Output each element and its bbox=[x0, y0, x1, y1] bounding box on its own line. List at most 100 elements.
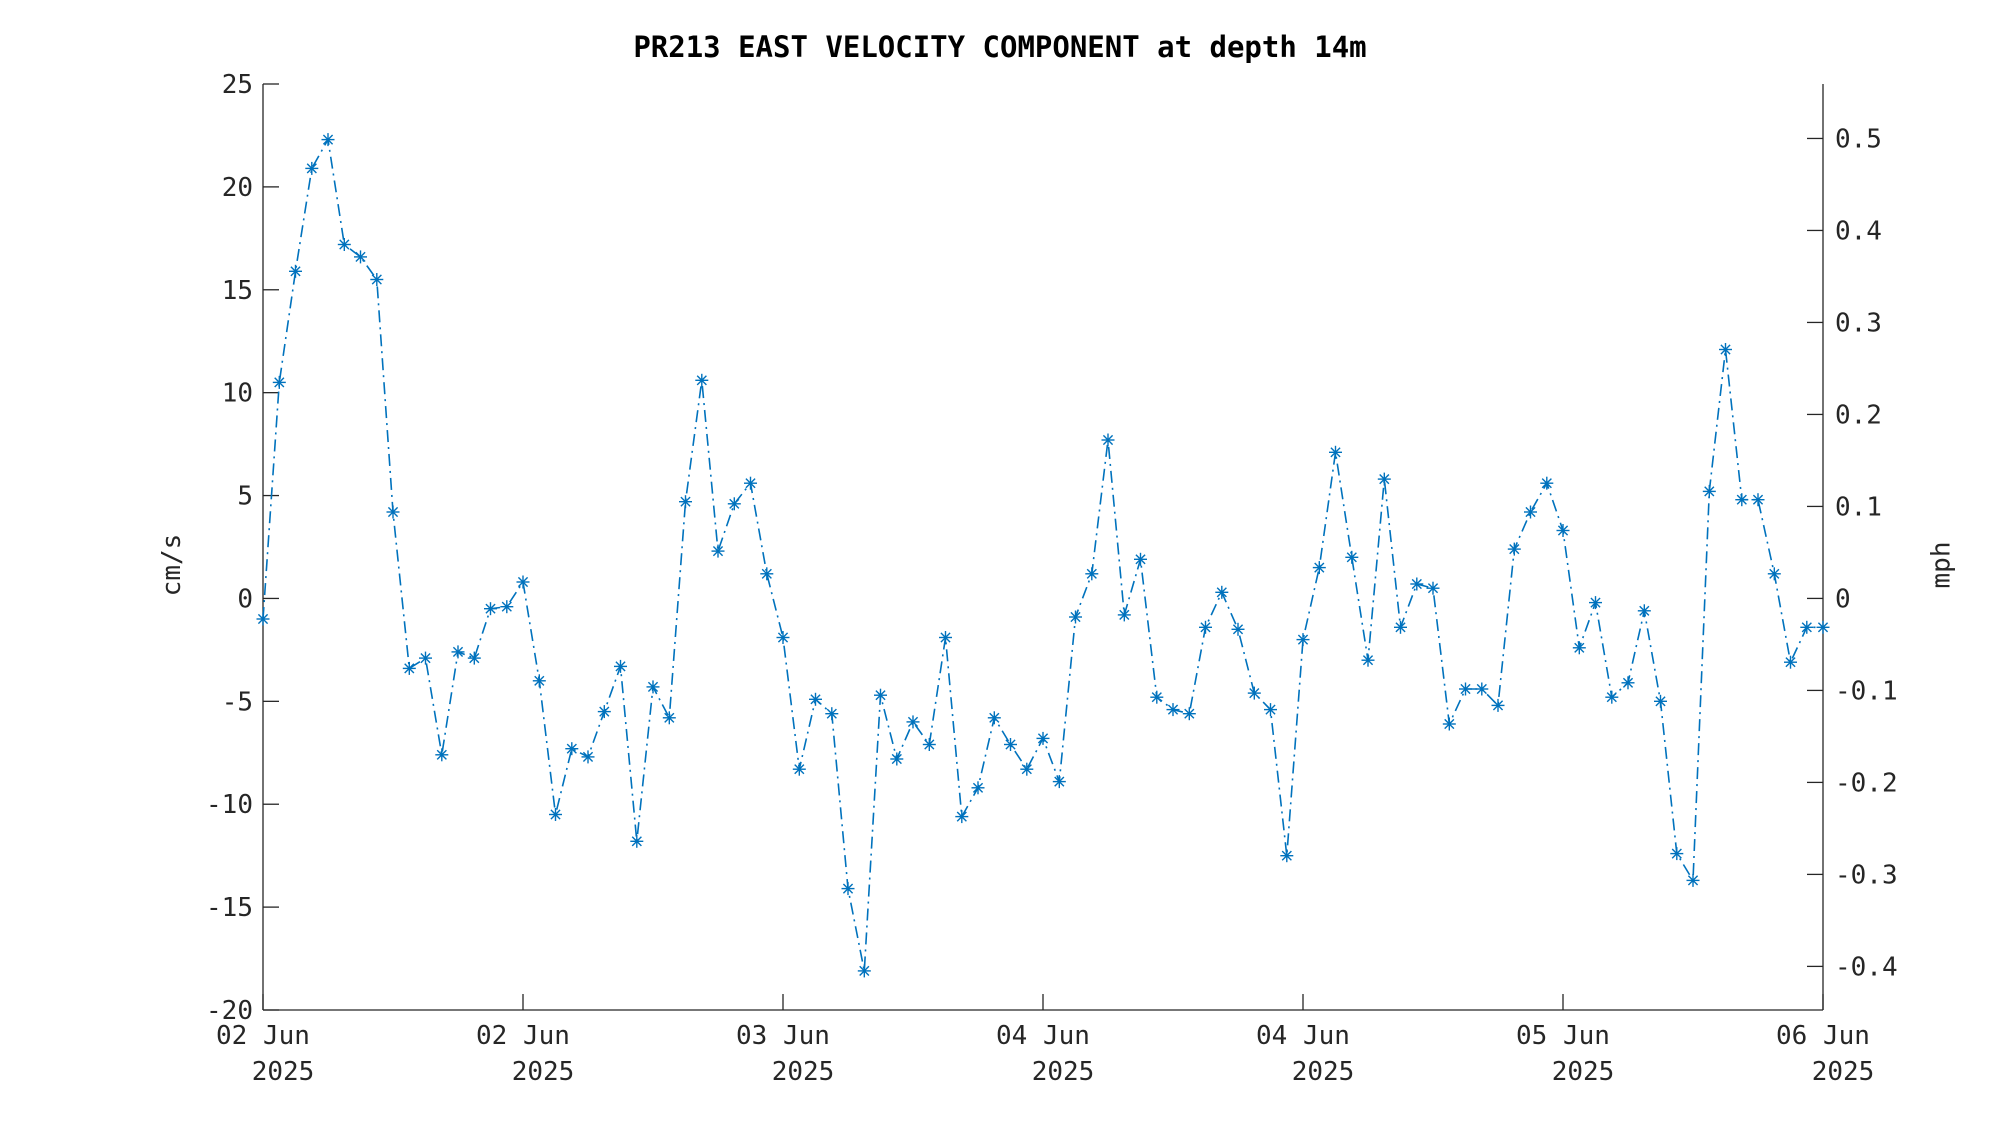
data-point bbox=[1410, 577, 1424, 591]
data-point bbox=[922, 738, 936, 751]
data-point bbox=[370, 273, 384, 286]
data-point bbox=[1784, 655, 1797, 669]
data-point bbox=[760, 567, 774, 581]
data-point bbox=[955, 810, 969, 824]
data-point bbox=[809, 692, 822, 706]
data-point bbox=[744, 476, 757, 490]
bottom-tick-label-year: 2025 bbox=[1812, 1057, 1875, 1087]
y-axis-label-right: mph bbox=[1927, 542, 1957, 589]
data-point bbox=[1540, 476, 1554, 490]
data-point bbox=[549, 808, 562, 821]
data-point bbox=[679, 495, 692, 509]
data-point bbox=[1767, 567, 1781, 581]
data-point bbox=[1719, 343, 1732, 356]
chart-title: PR213 EAST VELOCITY COMPONENT at depth 1… bbox=[633, 30, 1366, 64]
data-series bbox=[256, 133, 1830, 978]
data-point bbox=[1475, 682, 1489, 696]
data-point bbox=[435, 748, 449, 762]
right-tick-label: -0.3 bbox=[1835, 860, 1898, 890]
data-point bbox=[305, 161, 319, 175]
data-point bbox=[1345, 550, 1359, 564]
data-point bbox=[1329, 445, 1342, 459]
data-point bbox=[1637, 604, 1651, 618]
left-tick-label: 25 bbox=[222, 70, 253, 100]
bottom-tick-label-date: 05 Jun bbox=[1516, 1021, 1610, 1051]
bottom-axis: 02 Jun 2025 02 Jun 2025 03 Jun 2025 04 Jun 2025… bbox=[216, 994, 1874, 1087]
data-point bbox=[1377, 472, 1391, 486]
data-point bbox=[337, 238, 351, 251]
data-point bbox=[825, 707, 839, 721]
left-tick-label: -10 bbox=[206, 790, 253, 820]
data-point bbox=[500, 600, 514, 614]
left-tick-label: 15 bbox=[222, 276, 253, 306]
bottom-tick-label-date: 04 Jun bbox=[1256, 1021, 1350, 1051]
data-point bbox=[727, 497, 741, 511]
data-point bbox=[289, 264, 302, 278]
data-point bbox=[1134, 552, 1147, 566]
data-point bbox=[1459, 682, 1472, 696]
data-point bbox=[1686, 873, 1700, 887]
data-point bbox=[1036, 731, 1050, 745]
data-point bbox=[857, 964, 871, 978]
bottom-tick-label-date: 02 Jun bbox=[216, 1021, 310, 1051]
data-point bbox=[1361, 653, 1375, 667]
data-point bbox=[386, 505, 400, 519]
data-point bbox=[1654, 694, 1667, 708]
data-point bbox=[1215, 585, 1229, 599]
data-point bbox=[1280, 849, 1294, 863]
data-point bbox=[695, 373, 709, 387]
data-point bbox=[1800, 620, 1814, 634]
data-point bbox=[597, 705, 611, 719]
y-axis-label-left: cm/s bbox=[157, 534, 187, 597]
data-point bbox=[987, 711, 1001, 725]
data-point bbox=[1491, 698, 1505, 712]
data-point bbox=[1426, 581, 1440, 595]
data-point bbox=[1101, 433, 1115, 447]
bottom-tick-label-year: 2025 bbox=[252, 1057, 315, 1087]
data-point bbox=[484, 602, 497, 616]
left-tick-label: -5 bbox=[222, 687, 253, 717]
data-point bbox=[841, 882, 855, 896]
data-point bbox=[1264, 703, 1277, 717]
data-point bbox=[467, 651, 481, 665]
bottom-tick-label-date: 06 Jun bbox=[1776, 1021, 1870, 1051]
data-point bbox=[971, 781, 985, 795]
data-point bbox=[565, 742, 579, 756]
data-point bbox=[1247, 686, 1261, 700]
bottom-tick-label-year: 2025 bbox=[1032, 1057, 1095, 1087]
right-tick-label: 0.3 bbox=[1835, 308, 1882, 338]
bottom-tick-label-year: 2025 bbox=[512, 1057, 575, 1087]
right-axis: -0.4 -0.3 -0.2 -0.1 0 0.1 0.2 0.3 0.4 0.5 bbox=[1807, 84, 1898, 1010]
data-point bbox=[1816, 620, 1830, 634]
right-tick-label: 0.4 bbox=[1835, 216, 1882, 246]
bottom-tick-label-date: 03 Jun bbox=[736, 1021, 830, 1051]
series-line bbox=[262, 137, 1823, 972]
data-point bbox=[354, 250, 367, 264]
right-tick-label: 0.1 bbox=[1835, 492, 1882, 522]
left-axis: -20 -15 -10 -5 0 5 10 15 20 25 bbox=[206, 70, 279, 1026]
data-point bbox=[1702, 484, 1716, 498]
data-point bbox=[402, 661, 416, 675]
data-point bbox=[321, 133, 335, 147]
data-point bbox=[1556, 524, 1570, 537]
left-tick-label: 10 bbox=[222, 379, 253, 409]
data-point bbox=[630, 834, 644, 848]
bottom-tick-label-date: 04 Jun bbox=[996, 1021, 1090, 1051]
data-point bbox=[1296, 633, 1310, 647]
data-point bbox=[256, 612, 270, 626]
right-tick-label: -0.1 bbox=[1835, 676, 1898, 706]
data-point bbox=[1231, 622, 1245, 636]
data-point bbox=[939, 631, 952, 644]
data-point bbox=[646, 680, 660, 694]
data-point bbox=[1117, 608, 1131, 622]
data-point bbox=[419, 651, 432, 665]
bottom-tick-label-year: 2025 bbox=[772, 1057, 835, 1087]
data-point bbox=[662, 711, 676, 725]
data-point bbox=[1572, 641, 1586, 655]
data-point bbox=[516, 575, 530, 589]
data-point bbox=[1524, 505, 1537, 519]
data-point bbox=[272, 375, 286, 389]
data-point bbox=[890, 752, 904, 766]
data-point bbox=[1621, 676, 1635, 690]
